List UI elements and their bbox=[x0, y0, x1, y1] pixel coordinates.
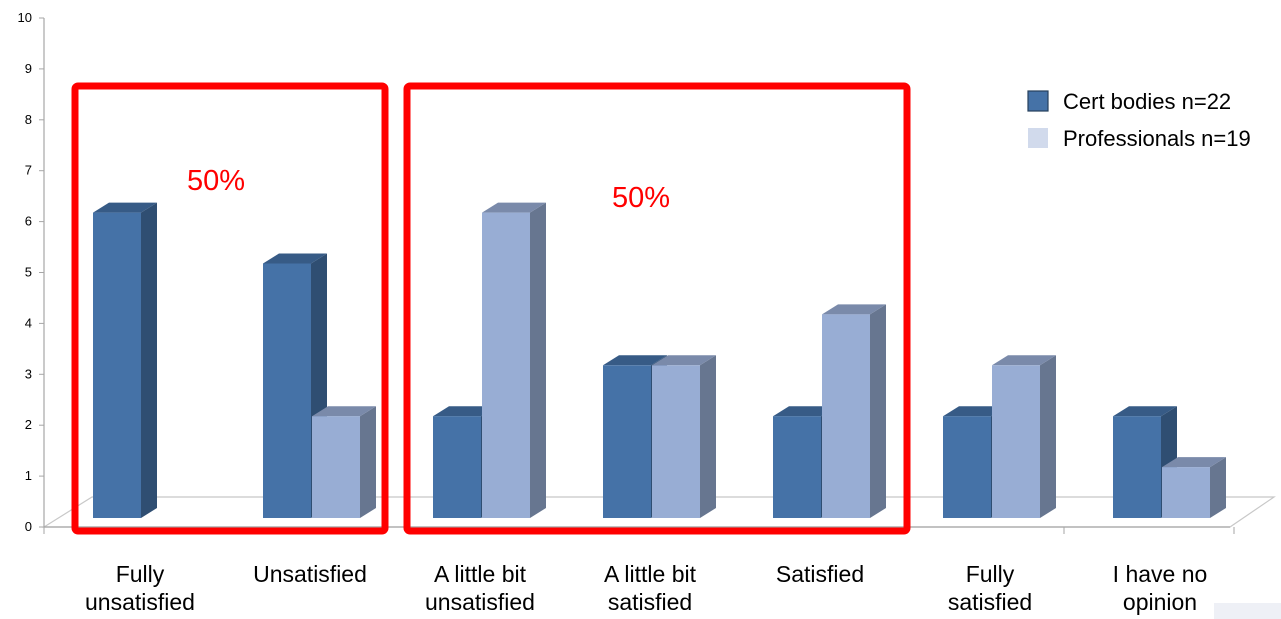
y-tick-label: 8 bbox=[25, 112, 32, 127]
x-category-label: unsatisfied bbox=[85, 589, 195, 615]
bar-top-face bbox=[603, 355, 667, 366]
legend-swatch-professionals bbox=[1028, 128, 1048, 148]
bar-front-face bbox=[1113, 416, 1161, 518]
x-category-label: Fully bbox=[116, 561, 165, 587]
bar-top-face bbox=[1113, 406, 1177, 417]
y-tick-label: 9 bbox=[25, 61, 32, 76]
bar-top-face bbox=[822, 304, 886, 315]
bar-top-face bbox=[652, 355, 716, 366]
percentage-annotation: 50% bbox=[612, 182, 670, 214]
bar-top-face bbox=[93, 202, 157, 213]
corner-decoration bbox=[1214, 603, 1281, 619]
bar-professionals bbox=[312, 406, 376, 518]
bar-professionals bbox=[652, 355, 716, 518]
bar-side-face bbox=[1210, 457, 1226, 518]
x-category-label: A little bit bbox=[434, 561, 527, 587]
y-tick-label: 5 bbox=[25, 265, 32, 280]
highlight-box bbox=[403, 82, 911, 535]
bar-front-face bbox=[433, 416, 481, 518]
x-category-label: Unsatisfied bbox=[253, 561, 367, 587]
bar-cert-bodies bbox=[93, 202, 157, 518]
bar-top-face bbox=[992, 355, 1056, 366]
x-category-label: satisfied bbox=[948, 589, 1032, 615]
x-category-label: A little bit bbox=[604, 561, 697, 587]
bar-top-face bbox=[943, 406, 1007, 417]
x-category-label: satisfied bbox=[608, 589, 692, 615]
bar-front-face bbox=[93, 212, 141, 518]
bar-side-face bbox=[530, 202, 546, 518]
bar-front-face bbox=[822, 314, 870, 518]
bar-front-face bbox=[1162, 467, 1210, 518]
bar-side-face bbox=[360, 406, 376, 518]
bar-top-face bbox=[482, 202, 546, 213]
bar-top-face bbox=[773, 406, 837, 417]
y-tick-label: 1 bbox=[25, 468, 32, 483]
x-category-label: opinion bbox=[1123, 589, 1197, 615]
bar-front-face bbox=[263, 263, 311, 518]
bar-top-face bbox=[263, 253, 327, 264]
bar-professionals bbox=[1162, 457, 1226, 518]
legend-label: Professionals n=19 bbox=[1063, 126, 1251, 151]
percentage-annotation: 50% bbox=[187, 165, 245, 197]
bar-professionals bbox=[992, 355, 1056, 518]
bar-front-face bbox=[992, 365, 1040, 518]
bar-top-face bbox=[433, 406, 497, 417]
y-tick-label: 0 bbox=[25, 519, 32, 534]
bar-side-face bbox=[700, 355, 716, 518]
bar-professionals bbox=[482, 202, 546, 518]
bar-front-face bbox=[603, 365, 651, 518]
highlight-box bbox=[71, 82, 389, 535]
bar-side-face bbox=[141, 202, 157, 518]
bar-side-face bbox=[1040, 355, 1056, 518]
bar-cert-bodies bbox=[1113, 406, 1177, 518]
y-tick-label: 10 bbox=[18, 10, 32, 25]
y-tick-label: 3 bbox=[25, 366, 32, 381]
bar-professionals bbox=[822, 304, 886, 518]
x-category-label: Fully bbox=[966, 561, 1015, 587]
bar-front-face bbox=[943, 416, 991, 518]
bar-front-face bbox=[652, 365, 700, 518]
bar-front-face bbox=[312, 416, 360, 518]
y-tick-label: 6 bbox=[25, 214, 32, 229]
y-tick-label: 2 bbox=[25, 417, 32, 432]
y-tick-label: 4 bbox=[25, 315, 32, 330]
legend-label: Cert bodies n=22 bbox=[1063, 89, 1231, 114]
legend-swatch-cert-bodies bbox=[1027, 90, 1049, 112]
y-tick-label: 7 bbox=[25, 163, 32, 178]
bar-side-face bbox=[870, 304, 886, 518]
bar-front-face bbox=[773, 416, 821, 518]
bar-top-face bbox=[1162, 457, 1226, 468]
bar-top-face bbox=[312, 406, 376, 417]
x-category-label: unsatisfied bbox=[425, 589, 535, 615]
x-category-label: I have no bbox=[1113, 561, 1208, 587]
bar-front-face bbox=[482, 212, 530, 518]
x-category-label: Satisfied bbox=[776, 561, 864, 587]
